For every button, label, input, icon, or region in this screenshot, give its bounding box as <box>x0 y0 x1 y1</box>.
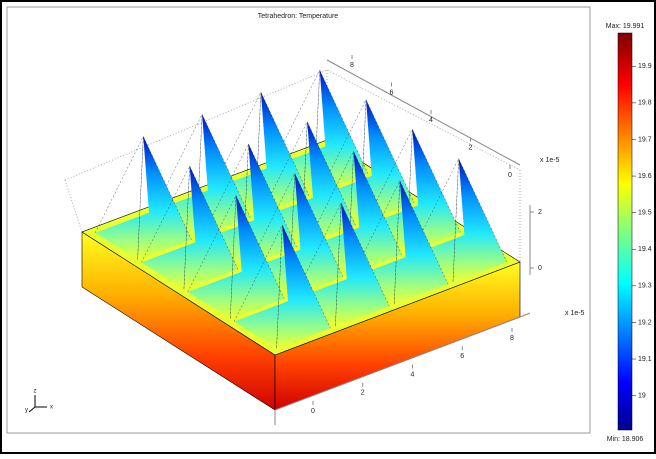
axis-tick-label: 4 <box>411 371 415 378</box>
z-axis-label: x 1e-5 <box>540 157 560 164</box>
colorbar-tick-label: 19.5 <box>638 209 652 216</box>
screenshot: Tetrahedron: Temperature x y z Max: 19.9… <box>0 0 656 454</box>
chart-title: Tetrahedron: Temperature <box>258 13 339 20</box>
axis-tick-label: 4 <box>429 117 433 124</box>
x-axis-label: x 1e-5 <box>565 310 585 317</box>
axis-tick-label: 2 <box>361 390 365 397</box>
triad-label: z <box>34 389 37 395</box>
triad-label: x <box>50 405 53 411</box>
colorbar-tick-label: 19.7 <box>638 136 652 143</box>
triad-label: y <box>25 408 28 414</box>
colorbar-tick-label: 19.4 <box>638 246 652 253</box>
axis-tick-label: 0 <box>538 265 542 272</box>
colorbar-tick-label: 19.8 <box>638 100 652 107</box>
axis-tick-label: 8 <box>510 335 514 342</box>
colorbar-min: Min: 18.906 <box>607 436 644 443</box>
colorbar-tick-label: 19.1 <box>638 356 652 363</box>
colorbar-tick-label: 19 <box>638 392 646 399</box>
axis-tick-label: 6 <box>460 353 464 360</box>
axis-tick-label: 8 <box>350 62 354 69</box>
axis-tick-label: 2 <box>469 144 473 151</box>
colorbar-tick-label: 19.9 <box>638 63 652 70</box>
colorbar-tick-label: 19.2 <box>638 319 652 326</box>
axis-tick-label: 0 <box>311 408 315 415</box>
colorbar-tick-label: 19.3 <box>638 283 652 290</box>
colorbar-max: Max: 19.991 <box>606 23 645 30</box>
axis-tick-label: 2 <box>538 209 542 216</box>
axis-tick-label: 6 <box>390 89 394 96</box>
colorbar-tick-label: 19.6 <box>638 173 652 180</box>
colorbar <box>618 33 632 430</box>
axis-tick-label: 0 <box>508 172 512 179</box>
